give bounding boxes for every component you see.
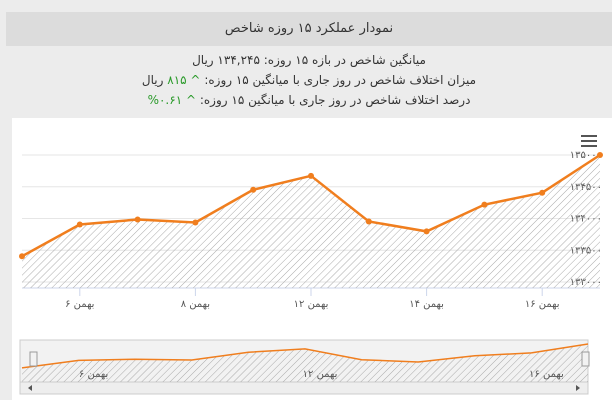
summary-label: درصد اختلاف شاخص در روز جاری با میانگین … [199, 93, 471, 107]
point [250, 186, 257, 193]
navigator-label: ۶ بهمن [79, 369, 108, 380]
summary-label: میزان اختلاف شاخص در روز جاری با میانگین… [204, 73, 477, 87]
x-tick-label: ۸ بهمن [181, 299, 210, 310]
scrollbar[interactable] [19, 381, 589, 395]
x-tick-label: ۱۲ بهمن [294, 299, 329, 310]
up-icon: ^ [186, 73, 201, 87]
summary-line: درصد اختلاف شاخص در روز جاری با میانگین … [6, 90, 612, 110]
up-icon: ^ [182, 93, 197, 107]
navigator-handle[interactable] [581, 351, 590, 367]
point [19, 253, 25, 260]
summary-line: میزان اختلاف شاخص در روز جاری با میانگین… [6, 70, 612, 90]
summary-unit: ریال [192, 53, 214, 67]
x-tick-label: ۱۶ بهمن [525, 299, 560, 310]
navigator-label: ۱۶ بهمن [529, 369, 564, 380]
point [597, 152, 603, 158]
summary-value: ۱۳۴,۲۴۵ [217, 53, 260, 67]
navigator-label: ۱۲ بهمن [303, 369, 338, 380]
summary-unit: ریال [141, 73, 164, 87]
point [539, 189, 546, 196]
summary-value: ۸۱۵ [167, 73, 187, 87]
navigator-area [22, 344, 588, 382]
x-tick-label: ۶ بهمن [65, 299, 94, 310]
point [308, 172, 314, 179]
summary-value: ۰.۶۱% [147, 93, 183, 107]
point [192, 219, 199, 226]
point [134, 216, 141, 223]
area [22, 155, 600, 288]
point [365, 218, 372, 225]
menu-button[interactable] [580, 134, 598, 148]
point [481, 201, 488, 208]
summary: میانگین شاخص در بازه ۱۵ روزه: ۱۳۴,۲۴۵ ری… [6, 50, 612, 110]
navigator-line [21, 343, 589, 369]
summary-line: میانگین شاخص در بازه ۱۵ روزه: ۱۳۴,۲۴۵ ری… [6, 50, 612, 70]
point [76, 221, 83, 228]
y-tick-label: ۱۳۵۰۰۰ [570, 150, 602, 161]
summary-label: میانگین شاخص در بازه ۱۵ روزه: [263, 53, 426, 67]
header-title: نمودار عملکرد ۱۵ روزه شاخص [6, 12, 612, 46]
point [423, 228, 430, 235]
x-tick-label: ۱۴ بهمن [409, 299, 444, 310]
navigator-handle[interactable] [29, 351, 38, 367]
